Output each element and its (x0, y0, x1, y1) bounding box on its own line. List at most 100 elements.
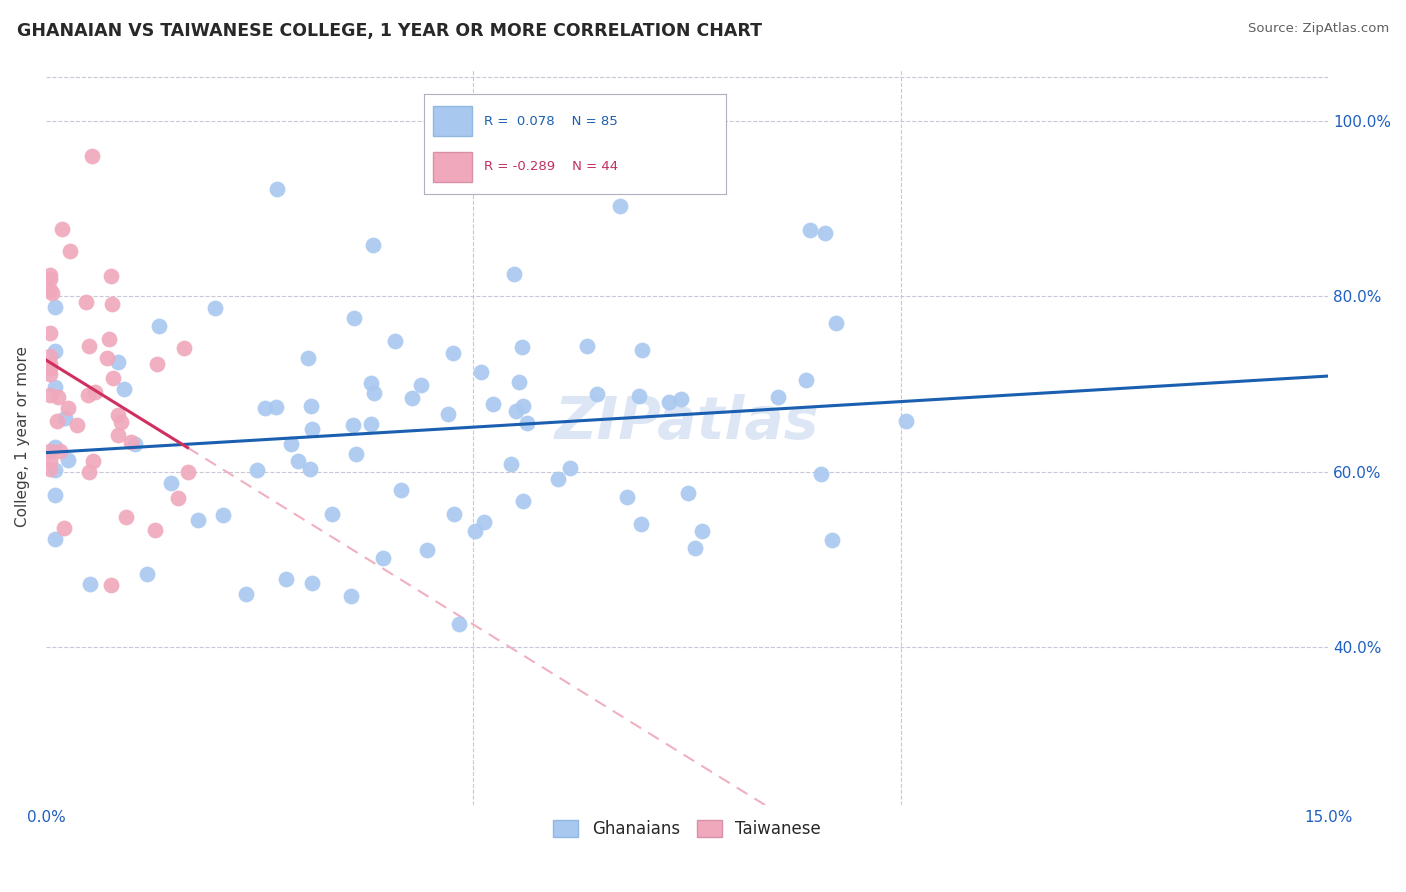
Point (49, 444, 72, 458)
Point (107, 355, 129, 369)
Point (630, 516, 652, 531)
Point (56, 401, 79, 416)
Point (82, 454, 104, 468)
Point (135, 566, 157, 581)
Point (363, 385, 385, 400)
Point (59, 244, 82, 259)
Point (360, 417, 382, 432)
Point (254, 401, 277, 415)
Point (39, 444, 62, 458)
Point (212, 508, 235, 522)
Point (280, 437, 302, 451)
Point (39, 268, 62, 282)
Point (630, 343, 652, 358)
Point (894, 414, 917, 428)
Point (39, 454, 62, 468)
Point (512, 494, 534, 508)
Point (361, 237, 384, 252)
Point (658, 395, 681, 409)
Point (301, 422, 323, 436)
Point (107, 409, 129, 423)
Point (112, 382, 135, 396)
Point (508, 375, 530, 389)
Point (75, 294, 97, 309)
Text: Source: ZipAtlas.com: Source: ZipAtlas.com (1249, 22, 1389, 36)
Point (66, 418, 89, 433)
Point (416, 543, 439, 558)
Point (411, 378, 433, 392)
Point (246, 463, 269, 477)
Point (39, 388, 62, 402)
Point (287, 454, 309, 468)
Point (124, 437, 146, 451)
Point (516, 417, 538, 431)
Text: GHANAIAN VS TAIWANESE COLLEGE, 1 YEAR OR MORE CORRELATION CHART: GHANAIAN VS TAIWANESE COLLEGE, 1 YEAR OR… (17, 22, 762, 40)
Point (437, 407, 460, 421)
Point (44, 462, 66, 476)
Point (512, 399, 534, 413)
Point (301, 576, 323, 591)
Point (101, 371, 124, 385)
Point (343, 311, 366, 326)
Point (472, 515, 495, 529)
Point (44, 440, 66, 454)
Point (77, 339, 100, 353)
Point (76, 387, 98, 401)
Point (110, 415, 132, 429)
Point (299, 462, 322, 476)
Point (360, 376, 382, 390)
Point (101, 296, 124, 310)
Point (547, 472, 569, 486)
Point (824, 316, 846, 330)
Point (501, 458, 523, 472)
Point (53, 521, 76, 535)
Point (799, 223, 821, 237)
Point (389, 483, 412, 498)
Point (690, 524, 713, 538)
Point (796, 373, 818, 387)
Point (235, 587, 257, 601)
Point (45, 414, 67, 428)
Point (41, 285, 63, 300)
Point (120, 435, 142, 450)
Point (44, 344, 66, 359)
Text: ZIPatlas: ZIPatlas (555, 393, 820, 450)
Point (321, 507, 343, 521)
Point (299, 399, 322, 413)
Point (449, 617, 471, 632)
Point (39, 461, 62, 475)
Point (97, 332, 120, 346)
Point (266, 400, 288, 414)
Point (77, 466, 100, 480)
Point (676, 486, 699, 500)
Point (148, 318, 170, 333)
Y-axis label: College, 1 year or more: College, 1 year or more (15, 346, 30, 527)
Point (669, 392, 692, 406)
Point (44, 532, 66, 546)
Point (53, 410, 76, 425)
Point (814, 226, 837, 240)
Point (470, 365, 492, 379)
Point (342, 417, 364, 432)
Point (173, 341, 195, 355)
Point (84, 384, 107, 399)
Point (80, 149, 103, 163)
Point (39, 367, 62, 381)
Point (176, 465, 198, 479)
Point (39, 326, 62, 341)
Point (79, 576, 101, 591)
Point (768, 390, 790, 404)
Point (160, 475, 183, 490)
Point (810, 467, 832, 481)
Point (100, 578, 122, 592)
Point (114, 510, 136, 524)
Point (609, 199, 631, 213)
Point (143, 523, 166, 537)
Point (39, 284, 62, 298)
Point (585, 387, 607, 401)
Point (39, 272, 62, 286)
Point (44, 488, 66, 502)
Point (371, 551, 394, 566)
Point (344, 447, 367, 461)
Point (627, 389, 650, 403)
